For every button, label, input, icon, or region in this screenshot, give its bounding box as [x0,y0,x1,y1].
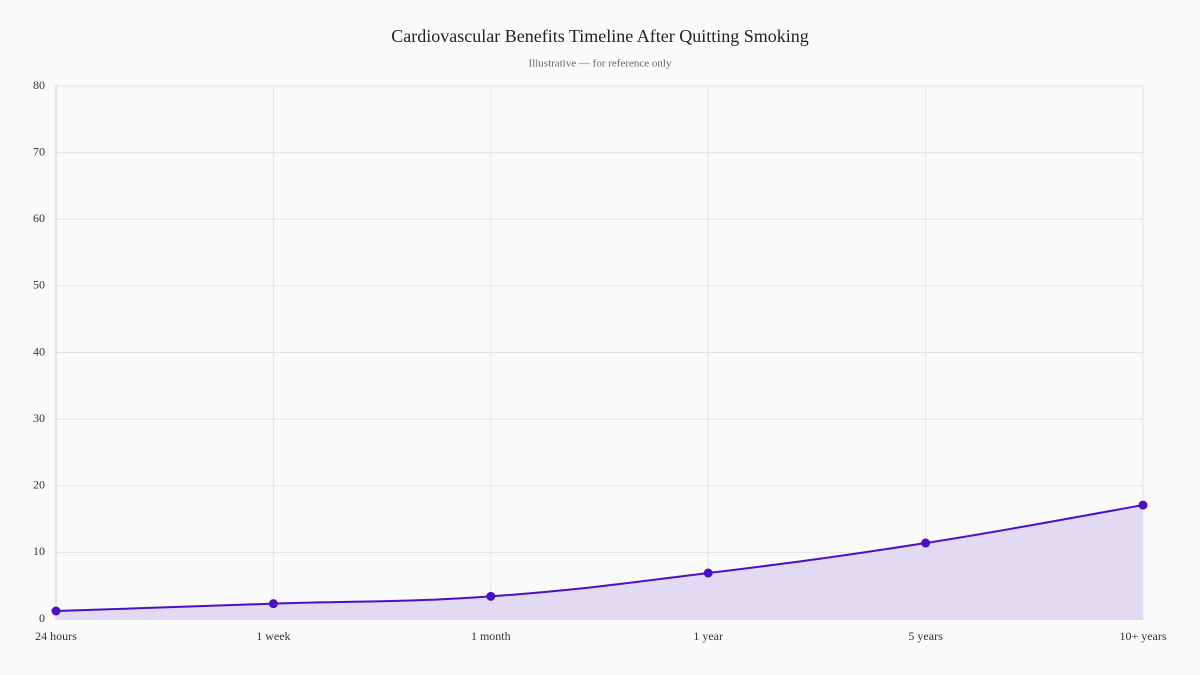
chart-subtitle: Illustrative — for reference only [529,58,672,70]
point [1138,500,1148,510]
line [55,504,1144,613]
point [268,599,278,609]
y-tick-label: 70 [33,144,45,158]
chart-title: Cardiovascular Benefits Timeline After Q… [391,26,808,46]
x-tick-label: 5 years [908,629,943,643]
x-tick-label: 24 hours [35,629,77,643]
x-tick-label: 1 week [256,629,290,643]
point [51,606,61,616]
y-tick-label: 0 [39,611,45,625]
x-tick-label: 10+ years [1119,629,1166,643]
point [921,538,931,548]
y-tick-label: 60 [33,211,45,225]
y-tick-label: 50 [33,278,45,292]
y-tick-label: 30 [33,411,45,425]
area-fill [56,505,1143,619]
point [486,591,496,601]
x-tick-label: 1 year [693,629,723,643]
y-tick-label: 80 [33,78,45,92]
y-tick-label: 20 [33,478,45,492]
y-tick-label: 40 [33,344,45,358]
point [703,568,713,578]
y-tick-label: 10 [33,544,45,558]
x-tick-label: 1 month [471,629,511,643]
